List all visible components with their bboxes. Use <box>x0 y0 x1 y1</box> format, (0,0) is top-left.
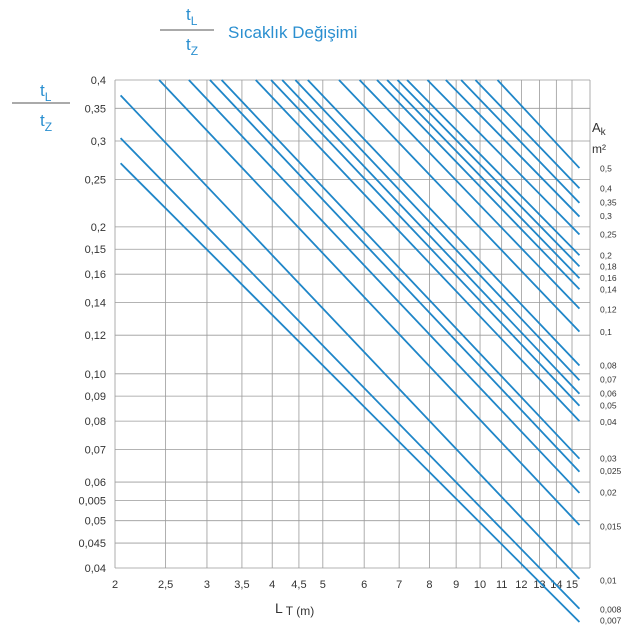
x-tick-label-15: 15 <box>566 579 578 591</box>
series-labels: 0,5 0,4 0,35 0,3 0,25 0,20,18 0,16 0,14 0,12 0,1 0… <box>600 163 622 625</box>
series-line-0-25 <box>426 79 581 236</box>
series-label-0-4: 0,4 <box>600 184 612 194</box>
y-tick-label-0-2: 0,2 <box>91 222 106 234</box>
y-tick-label-0-15: 0,15 <box>85 244 106 256</box>
series-line-0-18 <box>396 79 581 268</box>
y-label-denominator: tZ <box>40 111 52 134</box>
x-tick-label-3-5: 3,5 <box>234 579 249 591</box>
series-label-0-04: 0,04 <box>600 417 617 427</box>
series-label-0-01: 0,01 <box>600 576 617 586</box>
legend-title: Ak m² <box>592 120 607 156</box>
y-tick-label-0-09: 0,09 <box>85 391 106 403</box>
y-tick-label-0-06: 0,06 <box>85 477 106 489</box>
x-tick-label-10: 10 <box>474 579 486 591</box>
series-line-0-007 <box>119 162 581 623</box>
series-label-0-25: 0,25 <box>600 229 617 239</box>
series-line-0-4 <box>474 79 581 189</box>
series-line-0-16 <box>386 79 581 279</box>
x-tick-label-4: 4 <box>269 579 275 591</box>
x-tick-label-8: 8 <box>426 579 432 591</box>
series-label-0-35: 0,35 <box>600 198 617 208</box>
y-label-numerator: tL <box>40 81 52 104</box>
series-line-0-3 <box>445 79 581 218</box>
series-label-0-008: 0,008 <box>600 604 622 614</box>
x-tick-label-13: 13 <box>533 579 545 591</box>
y-tick-label-0-14: 0,14 <box>85 297 106 309</box>
series-label-0-08: 0,08 <box>600 361 617 371</box>
chart-title: Sıcaklık Değişimi <box>228 23 357 42</box>
series-label-0-3: 0,3 <box>600 211 612 221</box>
series-label-0-5: 0,5 <box>600 163 612 173</box>
legend-title-main: Ak <box>592 120 607 138</box>
y-tick-label-0-3: 0,3 <box>91 136 106 148</box>
series-line-0-06 <box>281 79 581 395</box>
x-tick-label-5: 5 <box>320 579 326 591</box>
series-label-0-03: 0,03 <box>600 453 617 463</box>
x-tick-label-11: 11 <box>496 579 507 591</box>
series-line-0-05 <box>270 79 581 407</box>
series-line-0-02 <box>188 79 581 494</box>
series-line-0-03 <box>220 79 581 460</box>
x-tick-label-2-5: 2,5 <box>158 579 173 591</box>
y-tick-label-0-08: 0,08 <box>85 416 106 428</box>
tick-labels: 2 2,5 3 3,5 4 4,5 5 6 7 8 9 10 11 12 13 14 150,40,350,30… <box>78 75 578 591</box>
series-label-0-025: 0,025 <box>600 466 622 476</box>
series-line-0-35 <box>460 79 581 204</box>
series-line-0-1 <box>338 79 581 333</box>
y-tick-label-0-25: 0,25 <box>85 175 106 187</box>
x-tick-label-4-5: 4,5 <box>291 579 306 591</box>
series-label-0-06: 0,06 <box>600 389 617 399</box>
x-tick-label-6: 6 <box>361 579 367 591</box>
y-axis-label: tL tZ <box>12 81 70 134</box>
series-label-0-015: 0,015 <box>600 521 622 531</box>
series-label-0-007: 0,007 <box>600 616 622 626</box>
series-label-0-1: 0,1 <box>600 327 612 337</box>
series-line-0-008 <box>119 137 581 610</box>
y-tick-label-0-35: 0,35 <box>85 103 106 115</box>
x-tick-label-2: 2 <box>112 579 118 591</box>
series-label-0-18: 0,18 <box>600 261 617 271</box>
series-line-0-12 <box>358 79 581 310</box>
y-tick-label-0-05: 0,05 <box>85 516 106 528</box>
series-line-0-14 <box>376 79 581 290</box>
header-ratio-denominator: tZ <box>186 35 198 58</box>
y-tick-label-0-045: 0,045 <box>78 538 106 550</box>
series-lines <box>119 79 581 623</box>
series-label-0-07: 0,07 <box>600 374 617 384</box>
series-label-0-2: 0,2 <box>600 251 612 261</box>
x-tick-label-7: 7 <box>396 579 402 591</box>
series-label-0-05: 0,05 <box>600 401 617 411</box>
legend-unit: m² <box>592 142 606 156</box>
x-tick-label-9: 9 <box>453 579 459 591</box>
series-label-0-12: 0,12 <box>600 304 617 314</box>
series-line-0-5 <box>496 79 581 169</box>
x-tick-label-12: 12 <box>515 579 527 591</box>
series-line-0-025 <box>209 79 581 473</box>
chart-header: tL tZ Sıcaklık Değişimi <box>160 5 357 58</box>
series-line-0-01 <box>119 94 581 580</box>
series-line-0-07 <box>294 79 581 381</box>
y-tick-label-0-16: 0,16 <box>85 269 106 281</box>
y-tick-label-0-4: 0,4 <box>91 75 106 87</box>
y-tick-label-0-12: 0,12 <box>85 330 106 342</box>
series-label-0-16: 0,16 <box>600 273 617 283</box>
x-tick-label-3: 3 <box>204 579 210 591</box>
series-line-0-2 <box>406 79 581 256</box>
series-label-0-14: 0,14 <box>600 285 617 295</box>
series-line-0-015 <box>158 79 581 526</box>
y-tick-label-0-005: 0,005 <box>78 496 106 508</box>
series-line-0-08 <box>307 79 581 367</box>
series-label-0-02: 0,02 <box>600 488 617 498</box>
header-ratio-numerator: tL <box>186 5 198 28</box>
y-tick-label-0-10: 0,10 <box>85 369 106 381</box>
grid <box>114 79 591 569</box>
y-tick-label-0-04: 0,04 <box>85 563 106 575</box>
y-tick-label-0-07: 0,07 <box>85 444 106 456</box>
series-line-0-04 <box>255 79 581 422</box>
